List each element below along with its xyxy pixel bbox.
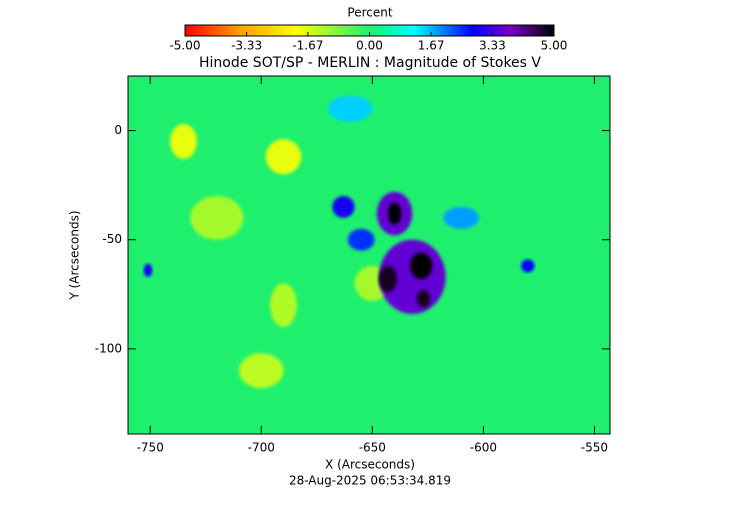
heatmap-feature [332,196,355,218]
footer: 28-Aug-2025 06:53:34.819 [289,474,451,488]
heatmap-background [128,76,610,434]
colorbar-tick-label: 3.33 [479,39,506,53]
x-tick-label: -550 [581,441,608,455]
x-tick-label: -650 [359,441,386,455]
plot-frame [127,75,611,435]
heatmap-feature [190,196,244,240]
y-axis-label: Y (Arcseconds) [68,210,82,300]
colorbar-tick-label: -5.00 [169,39,200,53]
x-tick-label: -750 [137,441,164,455]
colorbar-tick-label: 0.00 [356,39,383,53]
heatmap-feature [378,265,397,293]
heatmap-feature [443,206,479,229]
heatmap-feature [270,283,297,328]
x-tick-label: -700 [248,441,275,455]
heatmap-feature [143,263,153,277]
heatmap-feature [387,202,402,225]
heatmap-feature [239,353,284,389]
colorbar-tick-label: -3.33 [231,39,262,53]
x-tick-label: -600 [470,441,497,455]
colorbar-title: Percent [347,6,392,20]
heatmap-feature [347,228,375,251]
heatmap [128,76,610,434]
y-tick-label: -100 [95,341,122,355]
heatmap-feature [521,259,535,273]
colorbar-tick-label: -1.67 [292,39,323,53]
chart-title: Hinode SOT/SP - MERLIN : Magnitude of St… [199,55,541,71]
y-tick-label: 0 [114,123,122,137]
x-axis-label: X (Arcseconds) [325,458,415,472]
y-tick-label: -50 [102,232,122,246]
colorbar-tick-label: 5.00 [541,39,568,53]
heatmap-feature [416,289,431,308]
heatmap-feature [170,124,197,159]
colorbar-tick-label: 1.67 [418,39,445,53]
heatmap-feature [265,139,302,175]
heatmap-feature [410,252,433,280]
heatmap-feature [327,95,373,122]
